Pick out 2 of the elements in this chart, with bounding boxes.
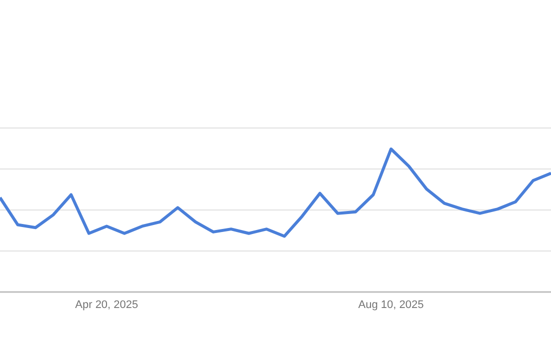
x-tick-label: Apr 20, 2025 xyxy=(75,298,138,311)
x-tick-label: Aug 10, 2025 xyxy=(358,298,424,311)
